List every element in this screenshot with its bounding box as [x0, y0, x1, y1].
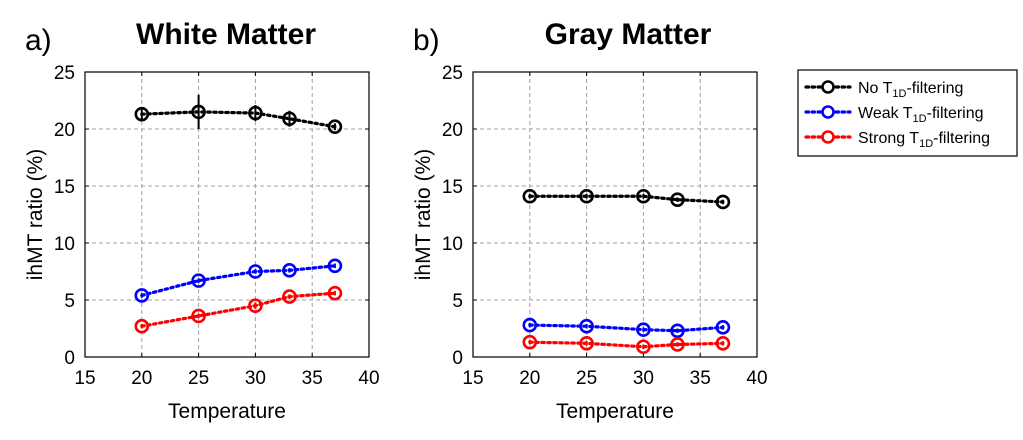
- data-series: [134, 258, 343, 303]
- data-point: [248, 264, 263, 279]
- data-point: [191, 308, 206, 324]
- y-axis-label: ihMT ratio (%): [24, 149, 47, 280]
- y-tick-label: 15: [54, 177, 75, 198]
- series-line: [140, 291, 337, 328]
- x-tick-label: 25: [188, 368, 209, 389]
- legend-label-subscript: 1D: [913, 113, 927, 125]
- data-point: [670, 192, 685, 207]
- y-tick-label: 25: [54, 63, 75, 84]
- data-point: [248, 105, 263, 121]
- x-tick-label: 25: [576, 368, 597, 389]
- data-series: [522, 188, 731, 210]
- data-point: [327, 285, 343, 301]
- y-tick-label: 10: [442, 234, 463, 255]
- series-line: [528, 194, 725, 204]
- y-tick-label: 5: [452, 291, 463, 312]
- data-series: [134, 285, 343, 334]
- data-series: [134, 94, 343, 135]
- data-point: [282, 111, 297, 127]
- legend-label-prefix: No T: [858, 80, 893, 97]
- y-tick-label: 20: [54, 120, 75, 141]
- x-axis-label: Temperature: [168, 400, 286, 423]
- x-axis-label: Temperature: [556, 400, 674, 423]
- series-line: [140, 264, 337, 298]
- data-point: [282, 263, 297, 278]
- data-point: [636, 339, 651, 355]
- x-tick-label: 40: [358, 368, 379, 389]
- data-point: [327, 258, 343, 274]
- y-tick-label: 5: [64, 291, 75, 312]
- legend-label-subscript: 1D: [892, 88, 906, 100]
- legend-label: Strong T1D-filtering: [858, 130, 990, 150]
- data-point: [579, 318, 594, 334]
- plot-frame: [84, 71, 370, 358]
- panel-label: a): [25, 24, 52, 57]
- data-point: [327, 119, 343, 135]
- legend-label-suffix: -filtering: [906, 80, 963, 97]
- y-tick-label: 0: [452, 348, 463, 369]
- x-tick-label: 20: [131, 368, 152, 389]
- data-point: [670, 323, 685, 339]
- data-series: [522, 334, 731, 355]
- legend-entry: Weak T1D-filtering: [804, 105, 984, 125]
- legend-entry: Strong T1D-filtering: [804, 130, 990, 150]
- data-point: [191, 104, 206, 120]
- legend-marker: [821, 80, 835, 94]
- y-tick-label: 20: [442, 120, 463, 141]
- y-tick-label: 0: [64, 348, 75, 369]
- data-point: [715, 194, 731, 210]
- legend-label-suffix: -filtering: [933, 130, 990, 147]
- data-point: [282, 289, 297, 304]
- data-point: [134, 318, 150, 334]
- data-point: [636, 188, 651, 204]
- legend-entry: No T1D-filtering: [804, 80, 963, 100]
- data-point: [636, 322, 651, 337]
- series-line: [528, 340, 725, 349]
- x-tick-label: 15: [74, 368, 95, 389]
- data-series: [522, 317, 731, 339]
- x-tick-label: 35: [690, 368, 711, 389]
- x-tick-label: 15: [462, 368, 483, 389]
- y-tick-label: 15: [442, 177, 463, 198]
- legend-label-prefix: Strong T: [858, 130, 919, 147]
- data-point: [715, 336, 731, 351]
- x-tick-label: 20: [519, 368, 540, 389]
- series-line: [140, 110, 337, 129]
- data-point: [715, 320, 731, 335]
- y-tick-label: 10: [54, 234, 75, 255]
- legend-label-subscript: 1D: [919, 138, 933, 150]
- chart-title: Gray Matter: [545, 18, 712, 51]
- data-point: [579, 336, 594, 351]
- legend-marker: [821, 105, 835, 119]
- y-axis-label: ihMT ratio (%): [412, 149, 435, 280]
- series-line: [528, 323, 725, 333]
- data-point: [134, 288, 150, 303]
- x-tick-label: 40: [746, 368, 767, 389]
- x-tick-label: 30: [245, 368, 266, 389]
- x-tick-label: 35: [302, 368, 323, 389]
- x-tick-label: 30: [633, 368, 654, 389]
- panel-label: b): [413, 24, 440, 57]
- legend-marker: [821, 130, 835, 144]
- data-point: [191, 273, 206, 288]
- data-point: [522, 317, 538, 333]
- data-point: [670, 337, 685, 352]
- data-point: [248, 298, 263, 314]
- data-point: [522, 188, 538, 204]
- plot-frame: [472, 71, 758, 358]
- data-point: [579, 188, 594, 204]
- data-point: [522, 334, 538, 350]
- legend-label: Weak T1D-filtering: [858, 105, 984, 125]
- legend-label-prefix: Weak T: [858, 105, 913, 122]
- legend-label-suffix: -filtering: [927, 105, 984, 122]
- chart-title: White Matter: [136, 18, 316, 51]
- legend-label: No T1D-filtering: [858, 80, 963, 100]
- y-tick-label: 25: [442, 63, 463, 84]
- data-point: [134, 106, 150, 122]
